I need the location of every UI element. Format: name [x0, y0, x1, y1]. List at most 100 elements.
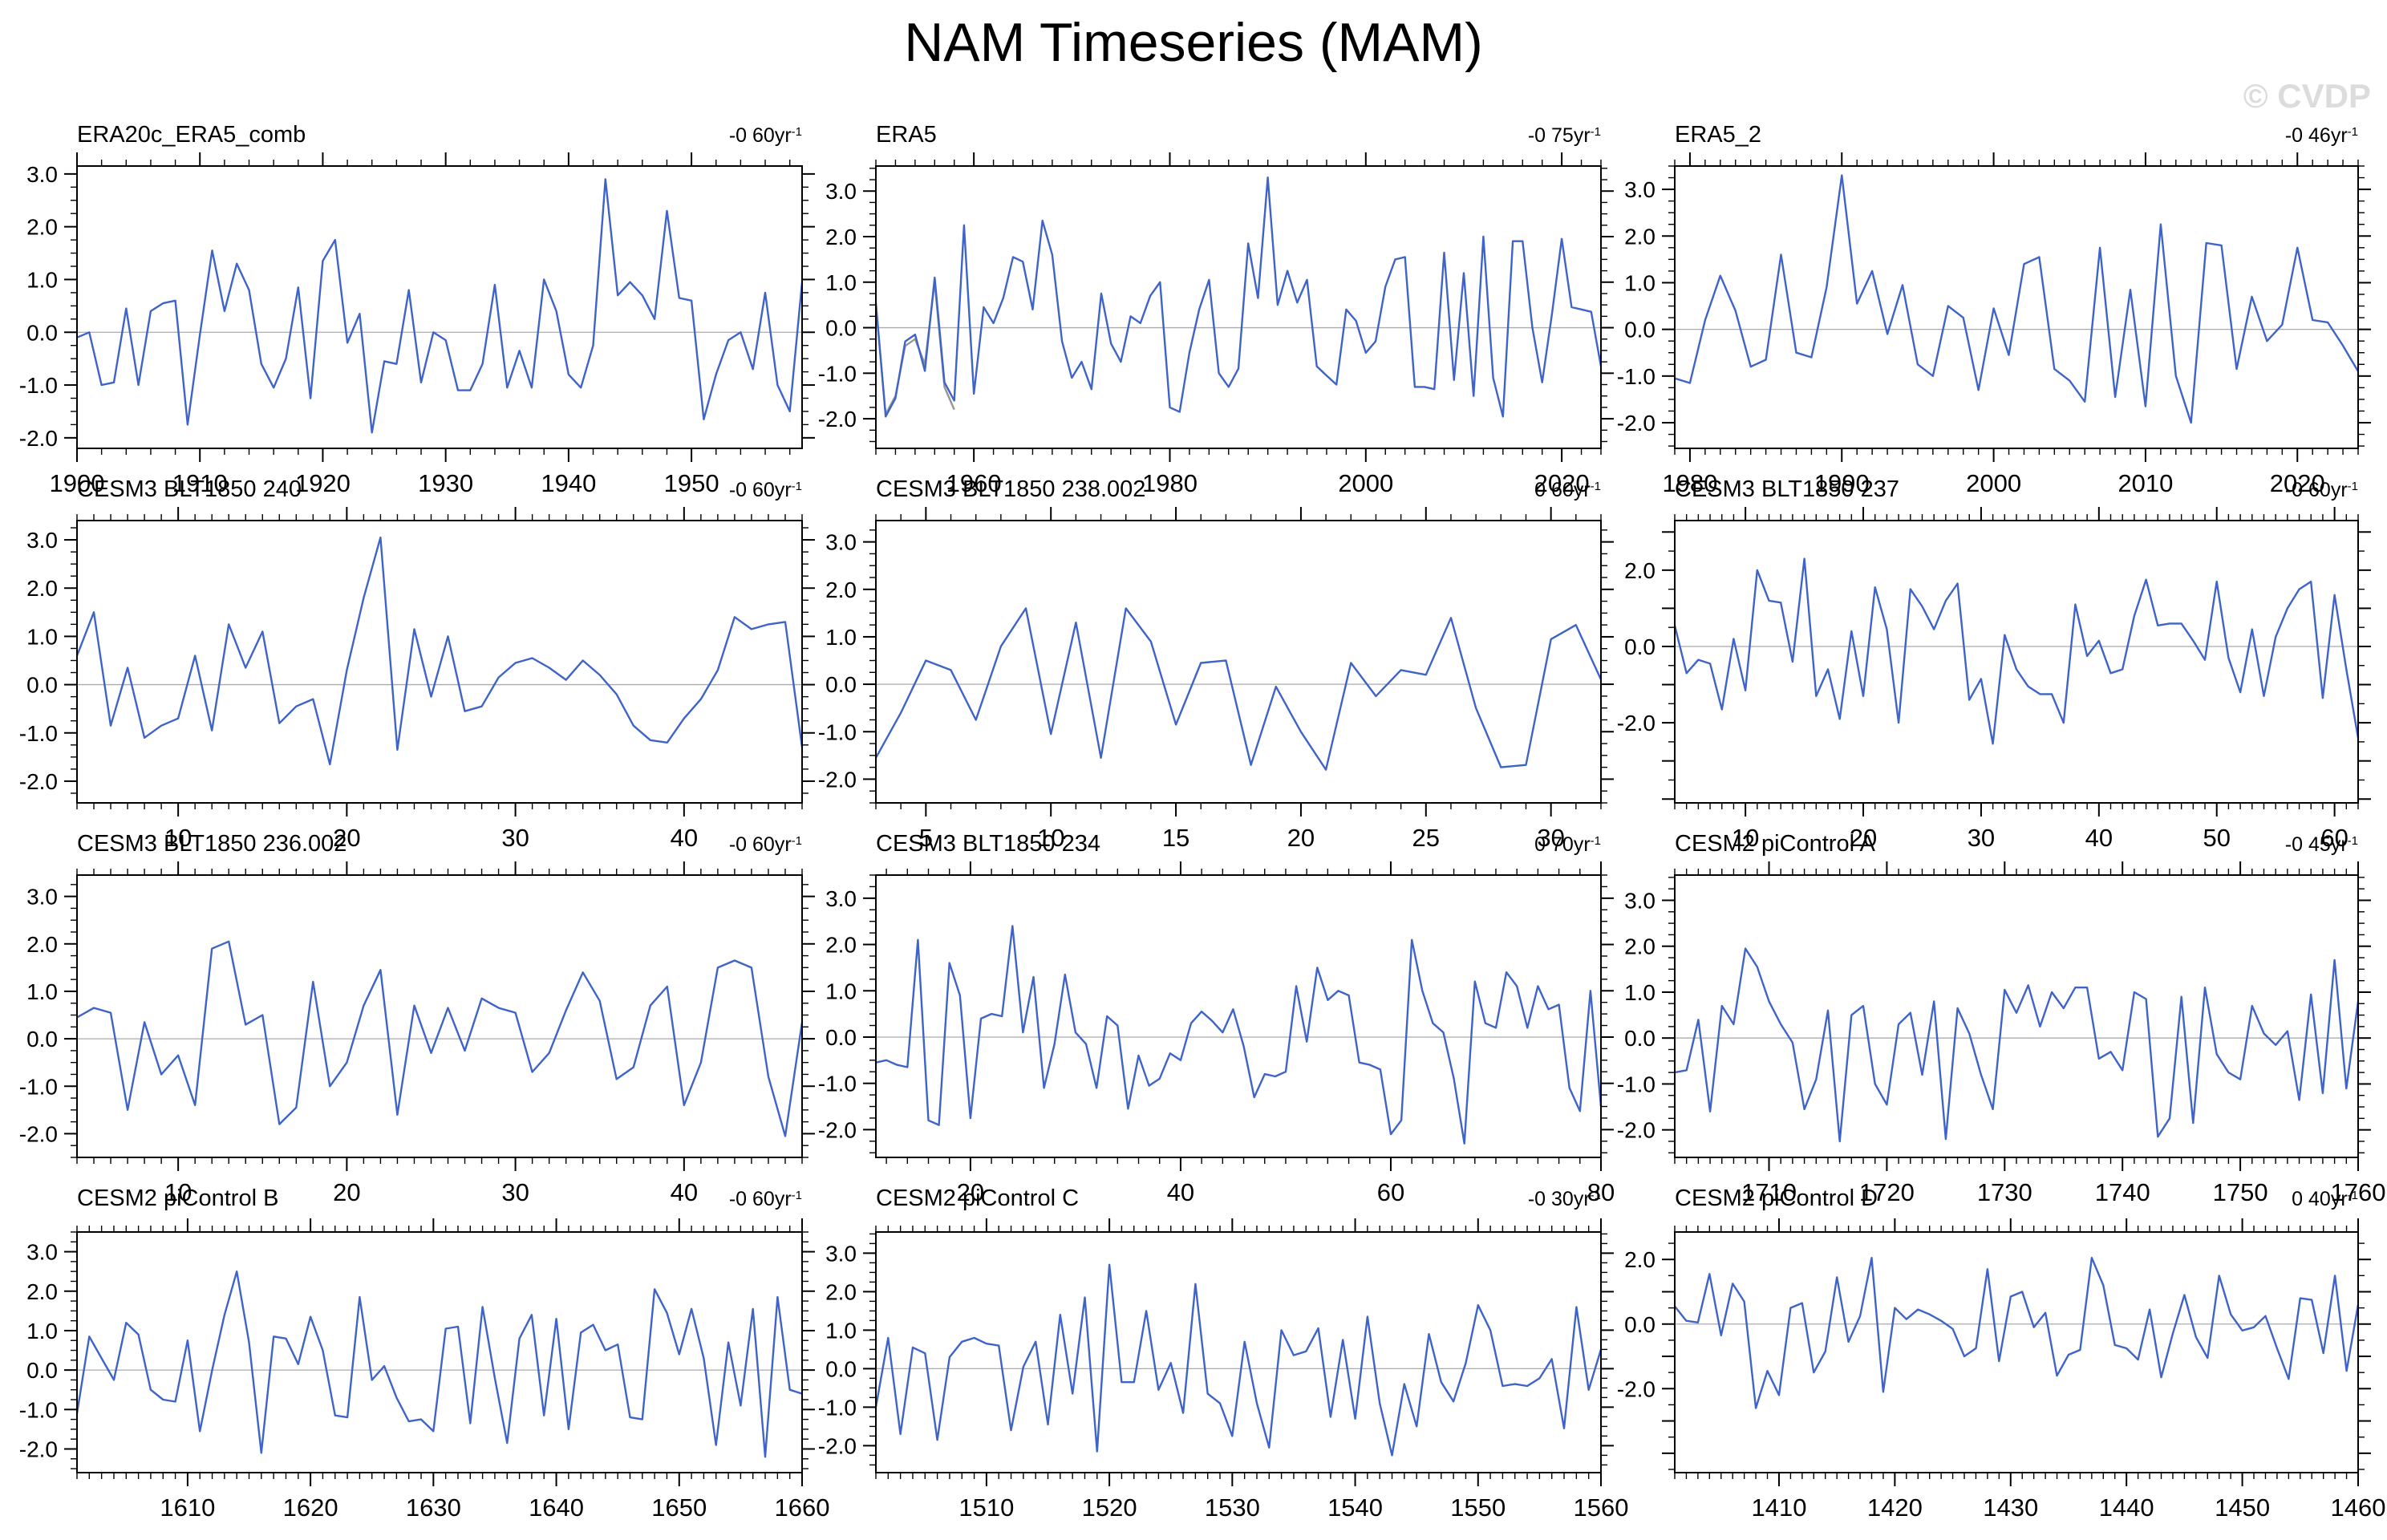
- y-tick-label: 1.0: [825, 270, 857, 295]
- y-tick-label: -1.0: [1617, 364, 1656, 389]
- y-tick-label: 0.0: [1624, 634, 1656, 659]
- panel-cesm3-blt1850-234: CESM3 BLT1850 234 0 70yr-1 20 40 60 80 3.0 2.0…: [799, 831, 1636, 1225]
- axis-tick-labels: 10 20 30 40 3.0 2.0 1.0 0.0 -1.0 -2.0: [19, 885, 698, 1206]
- trend-label: -0 60yr-1: [728, 124, 802, 147]
- timeseries-plot: 1610 1620 1630 1640 1650 1660 3.0 2.0 1.0 0.0 -1.0…: [19, 1218, 830, 1522]
- axis-tick-labels: 1710 1720 1730 1740 1750 1760 3.0 2.0 1.0 0.0 -1.0…: [1617, 888, 2386, 1206]
- y-tick-label: 3.0: [825, 179, 857, 204]
- y-tick-label: 1.0: [26, 624, 58, 649]
- y-tick-label: -2.0: [19, 769, 58, 794]
- x-tick-label: 1450: [2215, 1493, 2270, 1522]
- y-tick-label: 0.0: [26, 320, 58, 345]
- y-tick-label: -2.0: [818, 407, 857, 432]
- x-tick-label: 1420: [1867, 1493, 1923, 1522]
- y-tick-label: 3.0: [26, 528, 58, 553]
- axis-ticks: [863, 861, 1614, 1171]
- y-tick-label: 1.0: [1624, 270, 1656, 295]
- x-tick-label: 1980: [1662, 469, 1717, 497]
- axis-frame: [76, 874, 803, 1158]
- y-tick-label: -2.0: [19, 1121, 58, 1146]
- trend-label: -0 60yr-1: [728, 479, 802, 501]
- panel-title: CESM3 BLT1850 234: [876, 831, 1100, 857]
- panel-title: CESM3 BLT1850 237: [1675, 476, 1899, 502]
- secondary-data-line: [874, 281, 955, 415]
- cvdp-watermark: © CVDP: [2243, 77, 2371, 115]
- x-tick-label: 30: [501, 1178, 529, 1206]
- x-tick-label: 1630: [406, 1493, 461, 1522]
- y-tick-label: -2.0: [818, 1117, 857, 1142]
- axis-tick-labels: 1410 1420 1430 1440 1450 1460 2.0 0.0 -2.0: [1617, 1247, 2386, 1522]
- x-tick-label: 40: [1167, 1178, 1194, 1206]
- y-tick-label: 1.0: [825, 1318, 857, 1343]
- y-tick-label: 1.0: [26, 1319, 58, 1343]
- x-tick-label: 1910: [172, 469, 228, 497]
- x-tick-label: 1440: [2099, 1493, 2154, 1522]
- axis-tick-labels: 5 10 15 20 25 30 3.0 2.0 1.0 0.0 -1.0 -2.0: [818, 530, 1565, 852]
- y-tick-label: -2.0: [19, 1437, 58, 1461]
- axis-tick-labels: 1980 1990 2000 2010 2020 3.0 2.0 1.0 0.0 -1.0 -2.0: [1617, 177, 2325, 497]
- trend-label: -0 30yr-1: [1527, 1188, 1601, 1210]
- x-tick-label: 60: [2320, 824, 2348, 852]
- axis-ticks: [1662, 861, 2371, 1171]
- axis-tick-labels: 1610 1620 1630 1640 1650 1660 3.0 2.0 1.0 0.0 -1.0…: [19, 1240, 830, 1522]
- x-tick-label: 2020: [2270, 469, 2325, 497]
- timeseries-plot: 10 20 30 40 3.0 2.0 1.0 0.0 -1.0 -2.0: [19, 507, 815, 852]
- y-tick-label: 1.0: [26, 979, 58, 1004]
- trend-label: -0 60yr-1: [728, 833, 802, 856]
- panel-title: CESM3 BLT1850 236.002: [77, 831, 347, 857]
- x-tick-label: 1460: [2331, 1493, 2386, 1522]
- y-tick-label: 2.0: [26, 1279, 58, 1304]
- y-tick-label: 0.0: [825, 1356, 857, 1381]
- y-tick-label: -1.0: [818, 361, 857, 386]
- axis-ticks: [1662, 1218, 2371, 1486]
- y-tick-label: 3.0: [1624, 888, 1656, 913]
- trend-label: -0 75yr-1: [1527, 124, 1601, 147]
- panel-era5: ERA5 -0 75yr-1 1960 1980 2000 2020 3.0 2.0 1.0 0…: [799, 122, 1636, 516]
- x-tick-label: 10: [164, 824, 192, 852]
- x-tick-label: 80: [1587, 1178, 1615, 1206]
- x-tick-label: 50: [2203, 824, 2230, 852]
- panel-title: CESM3 BLT1850 240: [77, 476, 302, 502]
- y-tick-label: 2.0: [825, 225, 857, 249]
- y-tick-label: 0.0: [1624, 1312, 1656, 1337]
- data-line: [874, 607, 1603, 771]
- y-tick-label: 0.0: [26, 673, 58, 698]
- x-tick-label: 1950: [664, 469, 719, 497]
- y-tick-label: -2.0: [818, 767, 857, 792]
- y-tick-label: 3.0: [26, 162, 58, 187]
- timeseries-plot: 20 40 60 80 3.0 2.0 1.0 0.0 -1.0 -2.0: [818, 861, 1615, 1206]
- y-tick-label: -2.0: [19, 426, 58, 451]
- x-tick-label: 40: [671, 824, 698, 852]
- y-tick-label: -1.0: [818, 1395, 857, 1420]
- panel-cesm2-picontrol-c: CESM2 piControl C -0 30yr-1 1510 1520 1530 1…: [799, 1185, 1636, 1540]
- x-tick-label: 2010: [2118, 469, 2173, 497]
- x-tick-label: 25: [1412, 824, 1440, 852]
- x-tick-label: 1510: [958, 1493, 1014, 1522]
- panel-title: CESM2 piControl D: [1675, 1185, 1878, 1211]
- axis-frame: [875, 1231, 1602, 1473]
- y-tick-label: -1.0: [818, 719, 857, 744]
- data-line: [874, 176, 1603, 418]
- panel-title: ERA20c_ERA5_comb: [77, 122, 306, 148]
- y-tick-label: 2.0: [1624, 224, 1656, 249]
- timeseries-plot: 1900 1910 1920 1930 1940 1950 3.0 2.0 1.0 0.0 -1.0…: [19, 152, 815, 497]
- axis-frame: [875, 874, 1602, 1158]
- timeseries-plot: 1710 1720 1730 1740 1750 1760 3.0 2.0 1.0 0.0 -1.0…: [1617, 861, 2386, 1206]
- axis-ticks: [863, 152, 1614, 462]
- x-tick-label: 1980: [1142, 469, 1198, 497]
- panel-cesm3-blt1850-238-002: CESM3 BLT1850 238.002 0 60yr-1 5 10 15 20 25 3…: [799, 476, 1636, 870]
- y-tick-label: 3.0: [825, 530, 857, 555]
- data-line: [76, 178, 804, 434]
- y-tick-label: 0.0: [825, 316, 857, 341]
- panel-cesm3-blt1850-236-002: CESM3 BLT1850 236.002 -0 60yr-1 10 20 30 40 3…: [0, 831, 837, 1225]
- panel-cesm2-picontrol-a: CESM2 piControl A -0 45yr-1 1710 1720 1730 1…: [1598, 831, 2387, 1225]
- x-tick-label: 1430: [1983, 1493, 2038, 1522]
- x-tick-label: 1920: [295, 469, 351, 497]
- axis-ticks: [1662, 507, 2371, 817]
- panel-era5-2: ERA5_2 -0 46yr-1 1980 1990 2000 2010 2020 3.0 2…: [1598, 122, 2387, 516]
- y-tick-label: 1.0: [1624, 980, 1656, 1005]
- y-tick-label: -1.0: [19, 373, 58, 398]
- x-tick-label: 1720: [1859, 1178, 1915, 1206]
- y-tick-label: 1.0: [26, 267, 58, 292]
- panel-title: CESM2 piControl A: [1675, 831, 1875, 857]
